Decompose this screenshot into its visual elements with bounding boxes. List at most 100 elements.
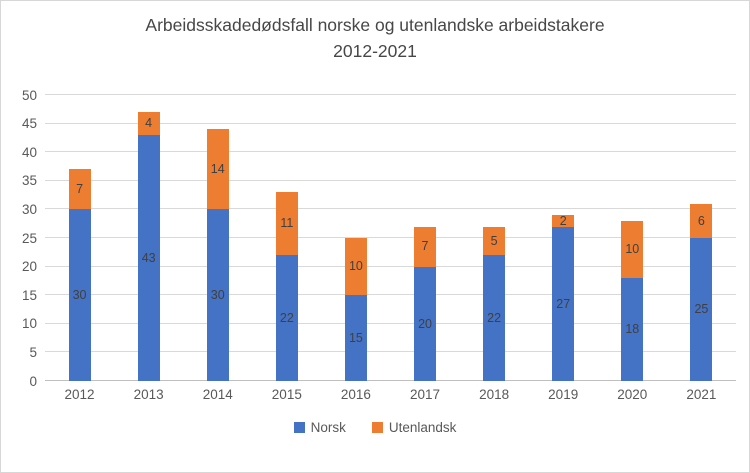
data-label: 18 <box>625 322 640 337</box>
bar-column: 10 15 <box>321 95 390 381</box>
gridline <box>45 351 736 353</box>
bar-segment-norsk: 25 <box>690 238 713 381</box>
data-label: 14 <box>210 162 225 177</box>
x-tick-label: 2018 <box>479 387 510 402</box>
x-tick-label: 2013 <box>133 387 164 402</box>
bar-segment-norsk: 18 <box>621 278 644 381</box>
bar-column: 5 22 <box>460 95 529 381</box>
stacked-bar: 11 22 <box>275 192 298 381</box>
bar-segment-utenlandsk: 10 <box>344 238 367 296</box>
data-label: 25 <box>694 302 709 317</box>
x-tick-label: 2021 <box>686 387 717 402</box>
stacked-bar: 7 20 <box>414 226 437 381</box>
bar-segment-utenlandsk: 2 <box>552 213 575 228</box>
x-tick-label: 2020 <box>617 387 648 402</box>
data-label: 6 <box>697 213 705 228</box>
legend: Norsk Utenlandsk <box>1 420 749 435</box>
stacked-bar: 2 27 <box>552 213 575 381</box>
bar-segment-norsk: 20 <box>414 266 437 381</box>
y-axis: 0 5 10 15 20 25 30 35 40 45 50 <box>11 88 45 387</box>
data-label: 27 <box>556 296 571 311</box>
legend-label: Utenlandsk <box>388 420 457 435</box>
bar-column: 7 30 <box>45 95 114 381</box>
bar-column: 14 30 <box>183 95 252 381</box>
data-label: 15 <box>348 330 363 345</box>
legend-item-norsk: Norsk <box>293 420 346 435</box>
data-label: 10 <box>348 259 363 274</box>
gridline <box>45 208 736 210</box>
data-label: 22 <box>487 310 502 325</box>
plot-area: 7 30 4 43 14 30 11 22 10 15 7 20 5 22 2 27 10 18 6 25 <box>45 94 736 381</box>
stacked-bar: 5 22 <box>483 226 506 381</box>
bar-column: 10 18 <box>598 95 667 381</box>
bar-segment-utenlandsk: 7 <box>414 226 437 267</box>
data-label: 5 <box>490 233 498 248</box>
gridline <box>45 122 736 124</box>
bar-segment-utenlandsk: 14 <box>206 129 229 210</box>
bar-segment-norsk: 30 <box>206 209 229 381</box>
x-axis: 2012 2013 2014 2015 2016 2017 2018 2019 2020 2021 <box>45 387 736 402</box>
bar-column: 4 43 <box>114 95 183 381</box>
legend-swatch-icon <box>293 422 305 433</box>
bar-column: 6 25 <box>667 95 736 381</box>
bar-segment-utenlandsk: 4 <box>137 112 160 136</box>
y-tick-label: 20 <box>21 258 37 274</box>
legend-swatch-icon <box>371 422 383 433</box>
gridline <box>45 380 736 381</box>
x-tick-label: 2015 <box>271 387 302 402</box>
bar-column: 7 20 <box>390 95 459 381</box>
bar-segment-utenlandsk: 5 <box>483 226 506 256</box>
bar-segment-norsk: 30 <box>68 209 91 381</box>
x-tick-label: 2019 <box>548 387 579 402</box>
y-tick-label: 5 <box>29 344 37 360</box>
bar-segment-norsk: 22 <box>275 255 298 381</box>
chart-title-line2: 2012-2021 <box>333 41 417 61</box>
y-tick-label: 50 <box>21 87 37 103</box>
gridline <box>45 179 736 181</box>
y-tick-label: 10 <box>21 316 37 332</box>
gridline <box>45 94 736 95</box>
bar-segment-utenlandsk: 6 <box>690 203 713 238</box>
data-label: 4 <box>145 116 153 131</box>
data-label: 20 <box>418 316 432 331</box>
y-tick-label: 15 <box>21 287 37 303</box>
data-label: 7 <box>421 239 429 254</box>
x-tick-label: 2014 <box>202 387 233 402</box>
gridline <box>45 237 736 238</box>
y-tick-label: 25 <box>21 230 37 246</box>
legend-label: Norsk <box>310 420 346 435</box>
gridline <box>45 294 736 296</box>
y-tick-label: 35 <box>21 173 37 189</box>
bars-container: 7 30 4 43 14 30 11 22 10 15 7 20 5 22 2 27 10 18 6 25 <box>45 95 736 381</box>
data-label: 22 <box>279 310 294 325</box>
data-label: 30 <box>72 287 87 302</box>
chart-body: 0 5 10 15 20 25 30 35 40 45 50 7 30 4 43 14 30 11 22 10 15 7… <box>11 88 736 387</box>
data-label: 43 <box>141 250 156 265</box>
data-label: 2 <box>559 213 567 228</box>
legend-item-utenlandsk: Utenlandsk <box>371 420 457 435</box>
x-tick-label: 2016 <box>340 387 371 402</box>
x-tick-label: 2017 <box>409 387 441 402</box>
bar-segment-utenlandsk: 10 <box>621 220 644 279</box>
gridline <box>45 322 736 324</box>
data-label: 7 <box>76 182 84 197</box>
y-tick-label: 45 <box>21 115 37 131</box>
bar-segment-utenlandsk: 7 <box>68 169 91 210</box>
stacked-bar: 7 30 <box>68 169 91 381</box>
gridline <box>45 151 736 153</box>
y-tick-label: 0 <box>29 373 37 389</box>
chart-title: Arbeidsskadedødsfall norske og utenlands… <box>1 1 749 64</box>
data-label: 10 <box>625 242 640 257</box>
bar-segment-norsk: 22 <box>483 255 506 381</box>
stacked-bar: 10 18 <box>621 220 644 381</box>
data-label: 11 <box>280 216 294 231</box>
y-tick-label: 30 <box>21 201 37 217</box>
bar-segment-norsk: 15 <box>344 295 367 381</box>
y-tick-label: 40 <box>21 144 37 160</box>
stacked-bar: 6 25 <box>690 203 713 381</box>
bar-segment-norsk: 27 <box>552 226 575 381</box>
bar-segment-utenlandsk: 11 <box>275 192 298 256</box>
gridline <box>45 265 736 267</box>
bar-column: 11 22 <box>252 95 321 381</box>
